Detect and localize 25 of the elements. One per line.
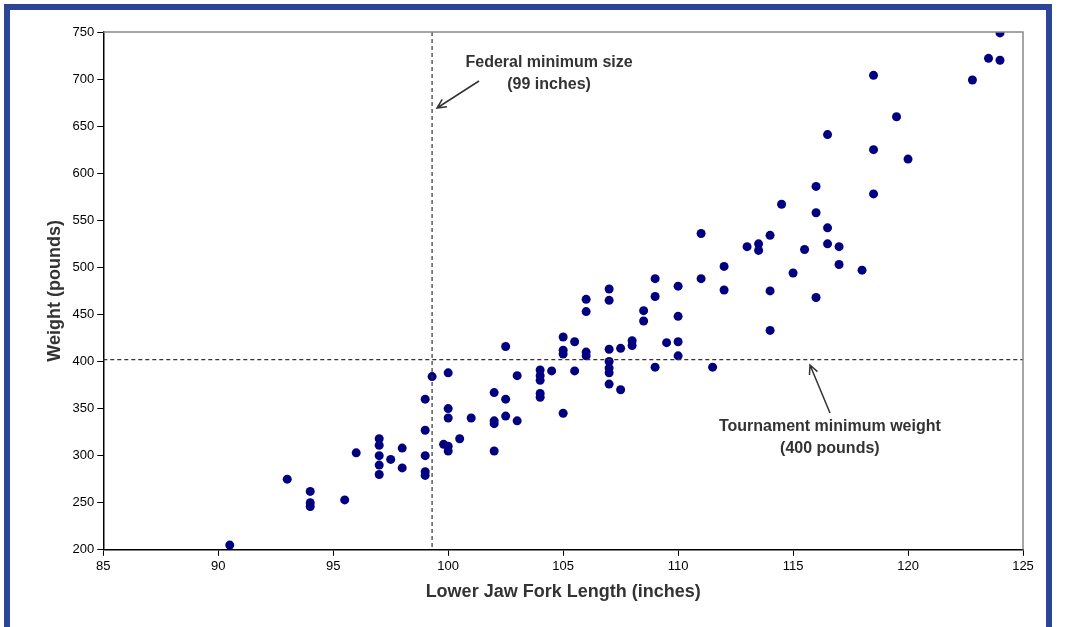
x-tick-label: 100 xyxy=(437,558,460,574)
y-tick-label: 700 xyxy=(72,70,95,86)
ref-line-label: Federal minimum size (99 inches) xyxy=(465,53,633,93)
x-tick-label: 95 xyxy=(325,558,341,574)
x-tick-label: 120 xyxy=(897,558,919,574)
y-tick-label: 750 xyxy=(72,23,95,39)
y-tick-label: 300 xyxy=(72,447,95,463)
y-tick-label: 600 xyxy=(72,164,95,180)
y-tick-label: 400 xyxy=(72,353,95,369)
y-tick-label: 550 xyxy=(72,211,95,227)
x-axis-title: Lower Jaw Fork Length (inches) xyxy=(425,581,701,602)
x-tick-label: 90 xyxy=(211,558,226,574)
ref-line-label: Tournament minimum weight (400 pounds) xyxy=(718,417,942,457)
x-tick-label: 85 xyxy=(96,558,111,574)
y-tick-label: 350 xyxy=(72,400,95,416)
y-axis-title: Weight (pounds) xyxy=(43,220,64,362)
x-tick-label: 115 xyxy=(782,558,804,574)
y-tick-label: 650 xyxy=(72,117,95,133)
y-tick-label: 500 xyxy=(72,258,95,274)
y-tick-label: 450 xyxy=(72,306,95,322)
x-tick-label: 110 xyxy=(667,558,689,574)
x-tick-label: 125 xyxy=(1012,558,1034,574)
x-tick-label: 105 xyxy=(552,558,574,574)
y-tick-label: 250 xyxy=(72,494,95,510)
y-tick-label: 200 xyxy=(72,541,95,557)
